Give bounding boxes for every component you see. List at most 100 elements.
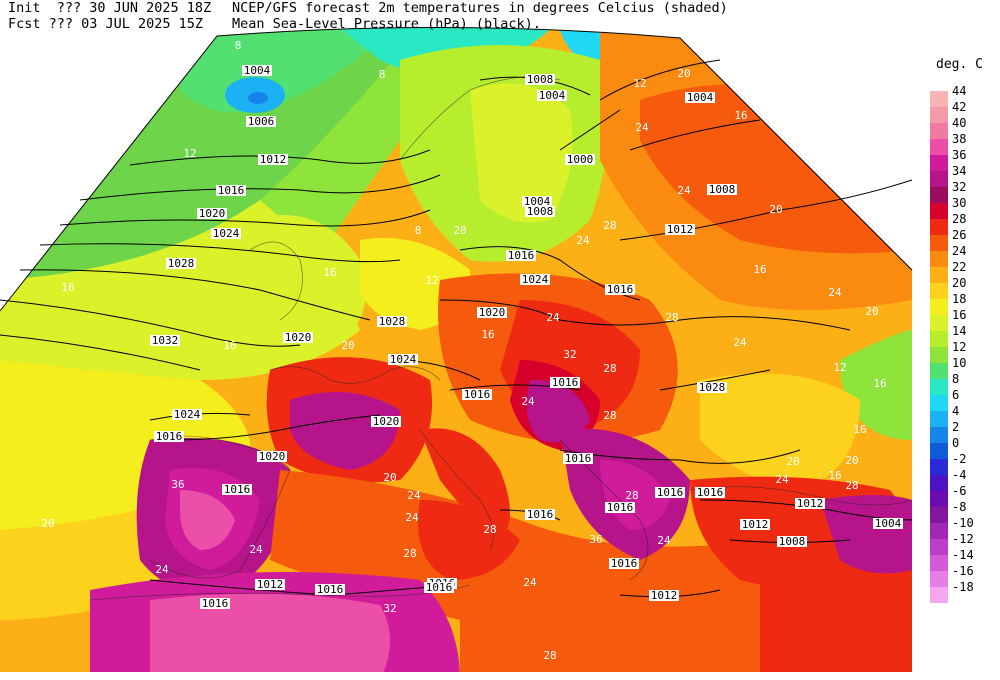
colorbar-label: 12 bbox=[952, 340, 967, 354]
colorbar-label: 14 bbox=[952, 324, 967, 338]
colorbar-swatch bbox=[930, 379, 948, 395]
temperature-label: 16 bbox=[223, 339, 236, 352]
isobar-label-bg bbox=[255, 579, 285, 590]
colorbar-swatch bbox=[930, 187, 948, 203]
isobar-label-bg bbox=[777, 536, 807, 547]
header-left: Init ??? 30 JUN 2025 18Z Fcst ??? 03 JUL… bbox=[8, 0, 211, 32]
colorbar-label: 6 bbox=[952, 388, 960, 402]
temperature-label: 24 bbox=[775, 473, 789, 486]
temperature-label: 32 bbox=[383, 602, 396, 615]
colorbar-label: -16 bbox=[952, 564, 974, 578]
temperature-label: 28 bbox=[403, 547, 416, 560]
temperature-label: 32 bbox=[563, 348, 576, 361]
temperature-label: 20 bbox=[341, 339, 354, 352]
colorbar-label: -14 bbox=[952, 548, 974, 562]
colorbar-swatch bbox=[930, 443, 948, 459]
temperature-label: 36 bbox=[589, 533, 602, 546]
isobar-label: 1028 bbox=[379, 315, 406, 328]
isobar-label: 1020 bbox=[479, 306, 506, 319]
isobar-label: 1008 bbox=[527, 205, 554, 218]
temperature-label: 8 bbox=[235, 39, 242, 52]
isobar-label: 1012 bbox=[667, 223, 694, 236]
map-title: NCEP/GFS forecast 2m temperatures in deg… bbox=[232, 0, 728, 16]
isobar-label-bg bbox=[166, 258, 196, 269]
temperature-label: 8 bbox=[379, 68, 386, 81]
colorbar-swatch bbox=[930, 459, 948, 475]
colorbar-swatch bbox=[930, 491, 948, 507]
isobar-label-bg bbox=[609, 558, 639, 569]
isobar-label-bg bbox=[424, 582, 454, 593]
temperature-label: 28 bbox=[543, 649, 556, 662]
isobar-label: 1008 bbox=[779, 535, 806, 548]
colorbar-label: -18 bbox=[952, 580, 974, 594]
colorbar-swatch bbox=[930, 331, 948, 347]
temperature-label: 12 bbox=[183, 147, 196, 160]
temperature-label: 20 bbox=[383, 471, 396, 484]
isobar-label-bg bbox=[242, 65, 272, 76]
colorbar-swatch bbox=[930, 427, 948, 443]
isobar-label-bg bbox=[283, 332, 313, 343]
colorbar-swatch bbox=[930, 171, 948, 187]
isobar-label-bg bbox=[506, 250, 536, 261]
isobar-label: 1012 bbox=[257, 578, 284, 591]
isobar-label: 1006 bbox=[248, 115, 275, 128]
temperature-label: 20 bbox=[786, 455, 799, 468]
temperature-label: 20 bbox=[453, 224, 466, 237]
isobar-label: 1012 bbox=[797, 497, 824, 510]
temperature-label: 16 bbox=[734, 109, 747, 122]
isobar-label-bg bbox=[565, 154, 595, 165]
isobar-label: 1024 bbox=[522, 273, 549, 286]
isobar-label: 1016 bbox=[657, 486, 684, 499]
isobar-label-bg bbox=[246, 116, 276, 127]
isobar-label: 1032 bbox=[152, 334, 179, 347]
temperature-label: 16 bbox=[753, 263, 766, 276]
colorbar-swatch bbox=[930, 395, 948, 411]
colorbar-swatch bbox=[930, 139, 948, 155]
isobar-label: 1016 bbox=[202, 597, 229, 610]
temperature-label: 28 bbox=[603, 219, 616, 232]
isobar-label-bg bbox=[605, 284, 635, 295]
isobar-label-bg bbox=[649, 590, 679, 601]
isobar-label-bg bbox=[525, 74, 555, 85]
temperature-label: 20 bbox=[845, 454, 858, 467]
isobar-label-bg bbox=[525, 206, 555, 217]
forecast-time-line: Fcst ??? 03 JUL 2025 15Z bbox=[8, 16, 204, 32]
isobar-label: 1016 bbox=[218, 184, 245, 197]
temperature-label: 20 bbox=[41, 517, 54, 530]
colorbar-label: 8 bbox=[952, 372, 960, 386]
isobar-label: 1024 bbox=[213, 227, 240, 240]
temperature-label: 24 bbox=[677, 184, 691, 197]
colorbar-label: -10 bbox=[952, 516, 974, 530]
temperature-label: 24 bbox=[546, 311, 560, 324]
isobar-label-bg bbox=[685, 92, 715, 103]
isobar-label: 1016 bbox=[607, 283, 634, 296]
isobar-label-bg bbox=[697, 382, 727, 393]
temperature-label: 24 bbox=[405, 511, 419, 524]
colorbar-swatch bbox=[930, 571, 948, 587]
colorbar-swatch bbox=[930, 523, 948, 539]
colorbar-label: 30 bbox=[952, 196, 967, 210]
isobar-label: 1004 bbox=[524, 195, 551, 208]
isobar-label: 1004 bbox=[244, 64, 271, 77]
isobar-label-bg bbox=[695, 487, 725, 498]
colorbar-label: 2 bbox=[952, 420, 960, 434]
temperature-label: 24 bbox=[521, 395, 535, 408]
temperature-label: 12 bbox=[833, 361, 846, 374]
isobar-label-bg bbox=[522, 196, 552, 207]
colorbar-label: 4 bbox=[952, 404, 960, 418]
colorbar-label: 40 bbox=[952, 116, 967, 130]
isobar-label: 1016 bbox=[508, 249, 535, 262]
temperature-label: 20 bbox=[769, 203, 782, 216]
isobar-label-bg bbox=[200, 598, 230, 609]
isobar-label: 1016 bbox=[464, 388, 491, 401]
colorbar-swatch bbox=[930, 363, 948, 379]
isobar-label: 1024 bbox=[390, 353, 417, 366]
colorbar-label: -12 bbox=[952, 532, 974, 546]
colorbar-swatch bbox=[930, 411, 948, 427]
temperature-label: 8 bbox=[415, 224, 422, 237]
isobar-label-bg bbox=[258, 154, 288, 165]
temperature-label: 24 bbox=[523, 576, 537, 589]
temperature-label: 24 bbox=[733, 336, 747, 349]
isobar-label-bg bbox=[563, 453, 593, 464]
